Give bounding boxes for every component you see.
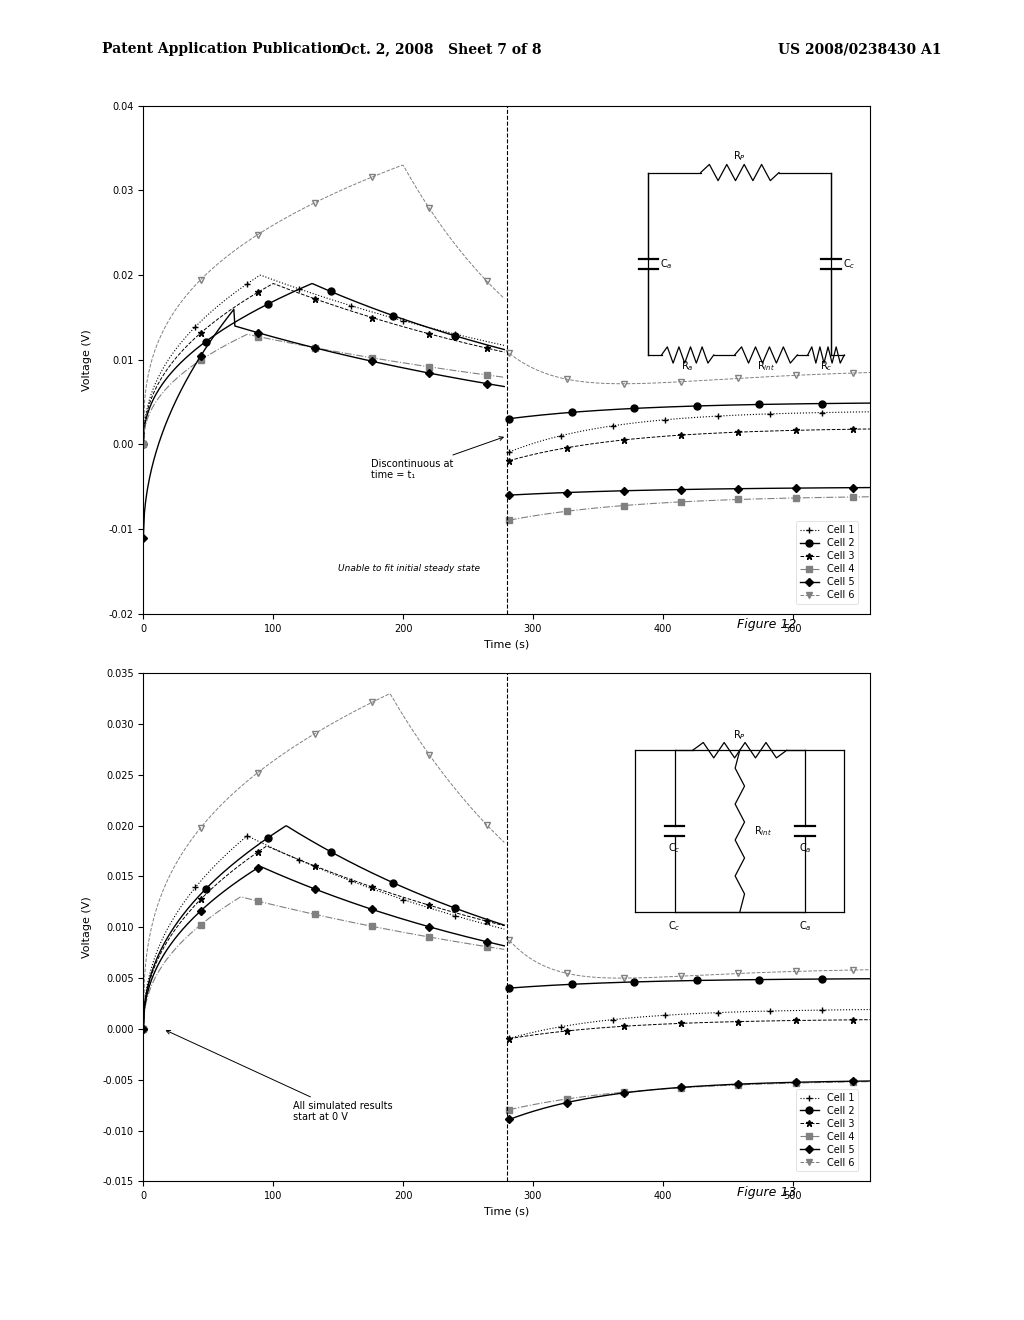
- Text: C$_a$: C$_a$: [799, 919, 811, 933]
- Text: R$_P$: R$_P$: [733, 149, 746, 164]
- Y-axis label: Voltage (V): Voltage (V): [83, 329, 92, 391]
- Text: Patent Application Publication: Patent Application Publication: [102, 42, 342, 57]
- Legend: Cell 1, Cell 2, Cell 3, Cell 4, Cell 5, Cell 6: Cell 1, Cell 2, Cell 3, Cell 4, Cell 5, …: [796, 1089, 858, 1171]
- Text: Figure 13: Figure 13: [737, 1185, 797, 1199]
- X-axis label: Time (s): Time (s): [484, 639, 529, 649]
- Text: Figure 12: Figure 12: [737, 618, 797, 631]
- Text: C$_c$: C$_c$: [669, 841, 681, 855]
- Text: Unable to fit initial steady state: Unable to fit initial steady state: [338, 565, 480, 573]
- Text: R$_P$: R$_P$: [733, 729, 746, 742]
- Text: Oct. 2, 2008   Sheet 7 of 8: Oct. 2, 2008 Sheet 7 of 8: [339, 42, 542, 57]
- Y-axis label: Voltage (V): Voltage (V): [83, 896, 92, 958]
- Text: US 2008/0238430 A1: US 2008/0238430 A1: [778, 42, 942, 57]
- Legend: Cell 1, Cell 2, Cell 3, Cell 4, Cell 5, Cell 6: Cell 1, Cell 2, Cell 3, Cell 4, Cell 5, …: [796, 521, 858, 603]
- Text: C$_a$: C$_a$: [799, 841, 811, 855]
- Text: R$_{int}$: R$_{int}$: [755, 824, 772, 838]
- Text: C$_a$: C$_a$: [660, 257, 673, 271]
- Text: C$_c$: C$_c$: [843, 257, 856, 271]
- Text: R$_{int}$: R$_{int}$: [757, 359, 775, 374]
- X-axis label: Time (s): Time (s): [484, 1206, 529, 1217]
- Text: R$_a$: R$_a$: [681, 359, 694, 374]
- Text: All simulated results
start at 0 V: All simulated results start at 0 V: [166, 1031, 392, 1122]
- Text: Discontinuous at
time = t₁: Discontinuous at time = t₁: [371, 437, 503, 480]
- Text: R$_c$: R$_c$: [820, 359, 833, 374]
- Text: C$_c$: C$_c$: [669, 919, 681, 933]
